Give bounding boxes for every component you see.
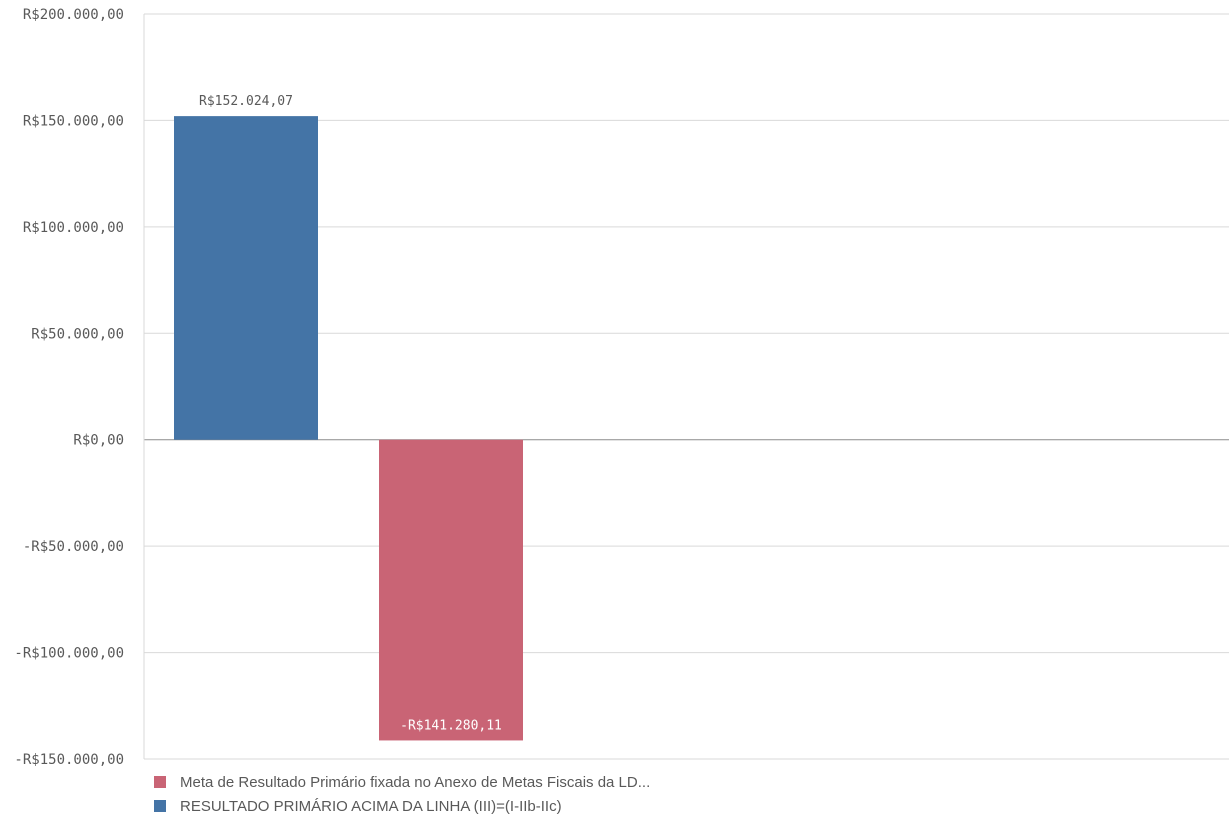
bar-chart: R$200.000,00 R$150.000,00 R$100.000,00 R$50… [14, 7, 1229, 768]
data-label-0: R$152.024,07 [199, 94, 293, 109]
bar-1 [379, 439, 523, 741]
y-tick-label: -R$100.000,00 [14, 646, 124, 662]
legend-swatch-resultado [154, 800, 166, 812]
legend-label-resultado: RESULTADO PRIMÁRIO ACIMA DA LINHA (III)=… [180, 797, 562, 815]
y-axis: R$200.000,00 R$150.000,00 R$100.000,00 R$50… [14, 7, 145, 768]
y-tick-label: R$0,00 [73, 433, 124, 449]
legend-label-meta: Meta de Resultado Primário fixada no Ane… [180, 773, 651, 791]
y-tick-label: R$50.000,00 [31, 326, 124, 342]
y-tick-label: -R$150.000,00 [14, 752, 124, 768]
data-label-1: -R$141.280,11 [400, 718, 502, 733]
y-tick-label: R$150.000,00 [23, 113, 124, 129]
y-tick-label: -R$50.000,00 [23, 539, 124, 555]
bar-0 [174, 116, 318, 440]
legend: Meta de Resultado Primário fixada no Ane… [154, 770, 650, 818]
legend-item-resultado[interactable]: RESULTADO PRIMÁRIO ACIMA DA LINHA (III)=… [154, 794, 650, 818]
data-labels: R$152.024,07 -R$141.280,11 [199, 94, 502, 733]
gridlines [144, 13, 1229, 760]
y-tick-label: R$100.000,00 [23, 220, 124, 236]
bars [174, 116, 523, 741]
legend-swatch-meta [154, 776, 166, 788]
y-tick-label: R$200.000,00 [23, 7, 124, 23]
legend-item-meta[interactable]: Meta de Resultado Primário fixada no Ane… [154, 770, 650, 794]
